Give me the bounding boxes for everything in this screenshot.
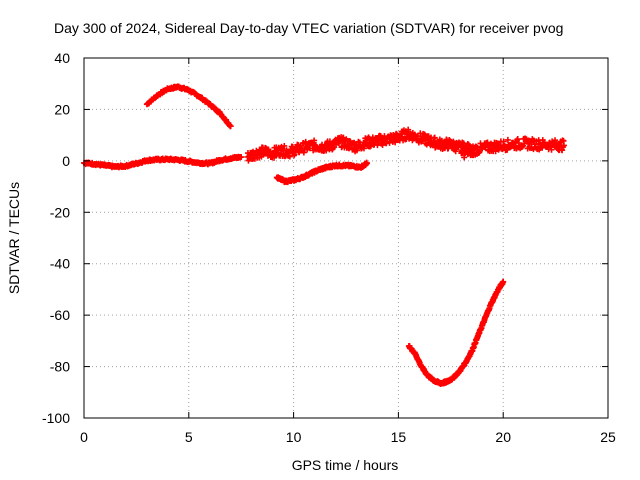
x-tick-label: 0 (80, 429, 88, 445)
data-series (143, 83, 234, 130)
data-series (273, 159, 370, 186)
data-point (559, 147, 566, 154)
data-point (461, 154, 468, 161)
x-tick-label: 20 (495, 429, 511, 445)
x-tick-label: 10 (286, 429, 302, 445)
data-points (81, 83, 567, 388)
y-tick-label: -100 (42, 410, 70, 426)
y-tick-label: -40 (50, 256, 70, 272)
data-point (548, 146, 555, 153)
y-tick-label: 20 (54, 101, 70, 117)
x-axis-label: GPS time / hours (292, 457, 399, 473)
data-point (398, 133, 405, 140)
data-series (405, 278, 507, 388)
x-tick-label: 25 (600, 429, 616, 445)
y-tick-label: 0 (62, 153, 70, 169)
data-point (281, 142, 288, 149)
data-point (227, 123, 234, 130)
data-series (244, 126, 477, 164)
data-series (81, 153, 245, 171)
data-point (392, 139, 399, 146)
x-tick-label: 5 (185, 429, 193, 445)
data-point (238, 154, 245, 160)
data-point (306, 145, 313, 152)
y-tick-label: -80 (50, 359, 70, 375)
y-tick-label: -20 (50, 204, 70, 220)
grid (84, 58, 608, 418)
data-point (514, 136, 521, 143)
data-series (458, 135, 567, 161)
data-point (286, 153, 293, 160)
data-point (346, 145, 353, 152)
data-point (500, 278, 507, 285)
data-point (278, 146, 285, 153)
data-point (560, 142, 567, 149)
y-tick-label: -60 (50, 307, 70, 323)
y-tick-label: 40 (54, 50, 70, 66)
y-axis-label: SDTVAR / TECUs (6, 182, 22, 294)
plot-frame (83, 57, 609, 419)
data-point (431, 134, 438, 141)
axis-ticks: 0 5 10 15 20 25 -100 -80 -60 -40 -20 0 20 40 (42, 50, 616, 445)
data-point (363, 160, 370, 167)
chart-title: Day 300 of 2024, Sidereal Day-to-day VTE… (54, 20, 563, 36)
x-tick-label: 15 (391, 429, 407, 445)
data-point (323, 147, 330, 154)
